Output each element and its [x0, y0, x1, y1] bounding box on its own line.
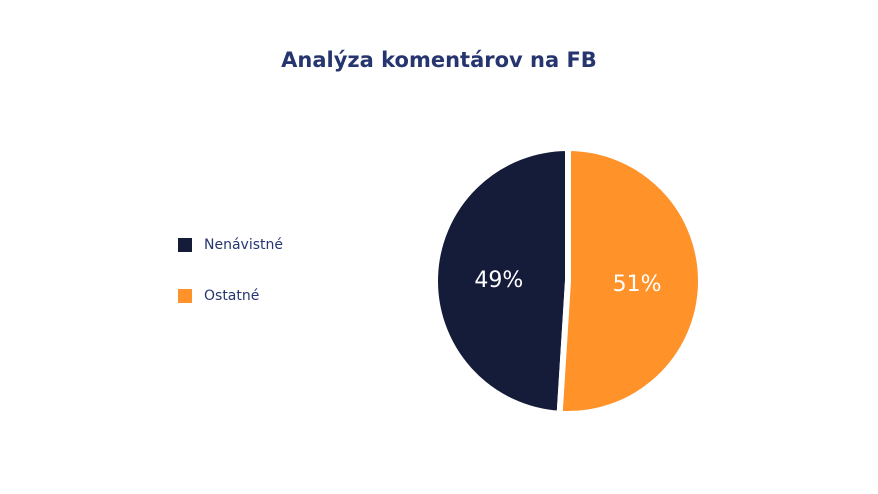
legend-swatch — [178, 238, 192, 252]
pie-slice — [556, 145, 704, 417]
legend-label: Ostatné — [204, 288, 259, 304]
legend-swatch — [178, 289, 192, 303]
value-label: 51% — [613, 272, 662, 297]
pie-slice — [431, 145, 571, 417]
chart-title: Analýza komentárov na FB — [281, 48, 597, 72]
value-label: 49% — [474, 268, 523, 293]
legend-label: Nenávistné — [204, 237, 283, 253]
